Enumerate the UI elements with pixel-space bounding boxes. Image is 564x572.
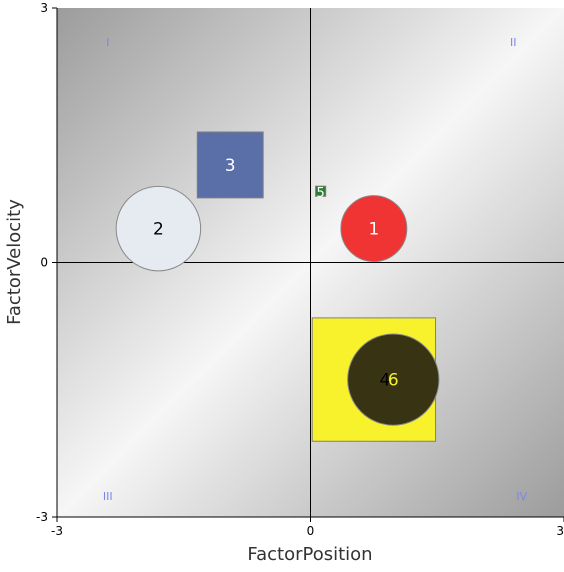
bubble-square bbox=[196, 131, 264, 199]
quadrant-label: III bbox=[103, 490, 113, 503]
bubble-circle bbox=[347, 333, 440, 426]
bubble-circle bbox=[115, 185, 202, 272]
y-tick-label: 0 bbox=[40, 256, 48, 270]
y-axis-label: FactorVelocity bbox=[4, 199, 25, 325]
x-tick-label: -3 bbox=[51, 524, 63, 538]
data-label: 5 bbox=[316, 186, 324, 201]
quadrant-label: IV bbox=[516, 490, 527, 503]
y-tick-label: 3 bbox=[40, 1, 48, 15]
x-tick-label: 0 bbox=[307, 524, 315, 538]
quadrant-label: I bbox=[106, 36, 109, 49]
data-label: 2 bbox=[153, 220, 164, 240]
x-tick-label: 3 bbox=[556, 524, 564, 538]
quadrant-label: II bbox=[510, 36, 517, 49]
data-label: 1 bbox=[368, 220, 379, 240]
data-label: 4 bbox=[379, 371, 390, 391]
tick-labels: -3 0 3 -3 0 3 bbox=[36, 1, 564, 538]
data-label: 3 bbox=[225, 156, 236, 176]
bubble-circle bbox=[340, 195, 408, 263]
data-label: 6 bbox=[388, 371, 399, 391]
x-axis-label: FactorPosition bbox=[247, 544, 372, 565]
bubble-square bbox=[315, 185, 327, 197]
data-points: 1 2 3 4 5 6 bbox=[115, 131, 440, 442]
y-tick-label: -3 bbox=[36, 510, 48, 524]
